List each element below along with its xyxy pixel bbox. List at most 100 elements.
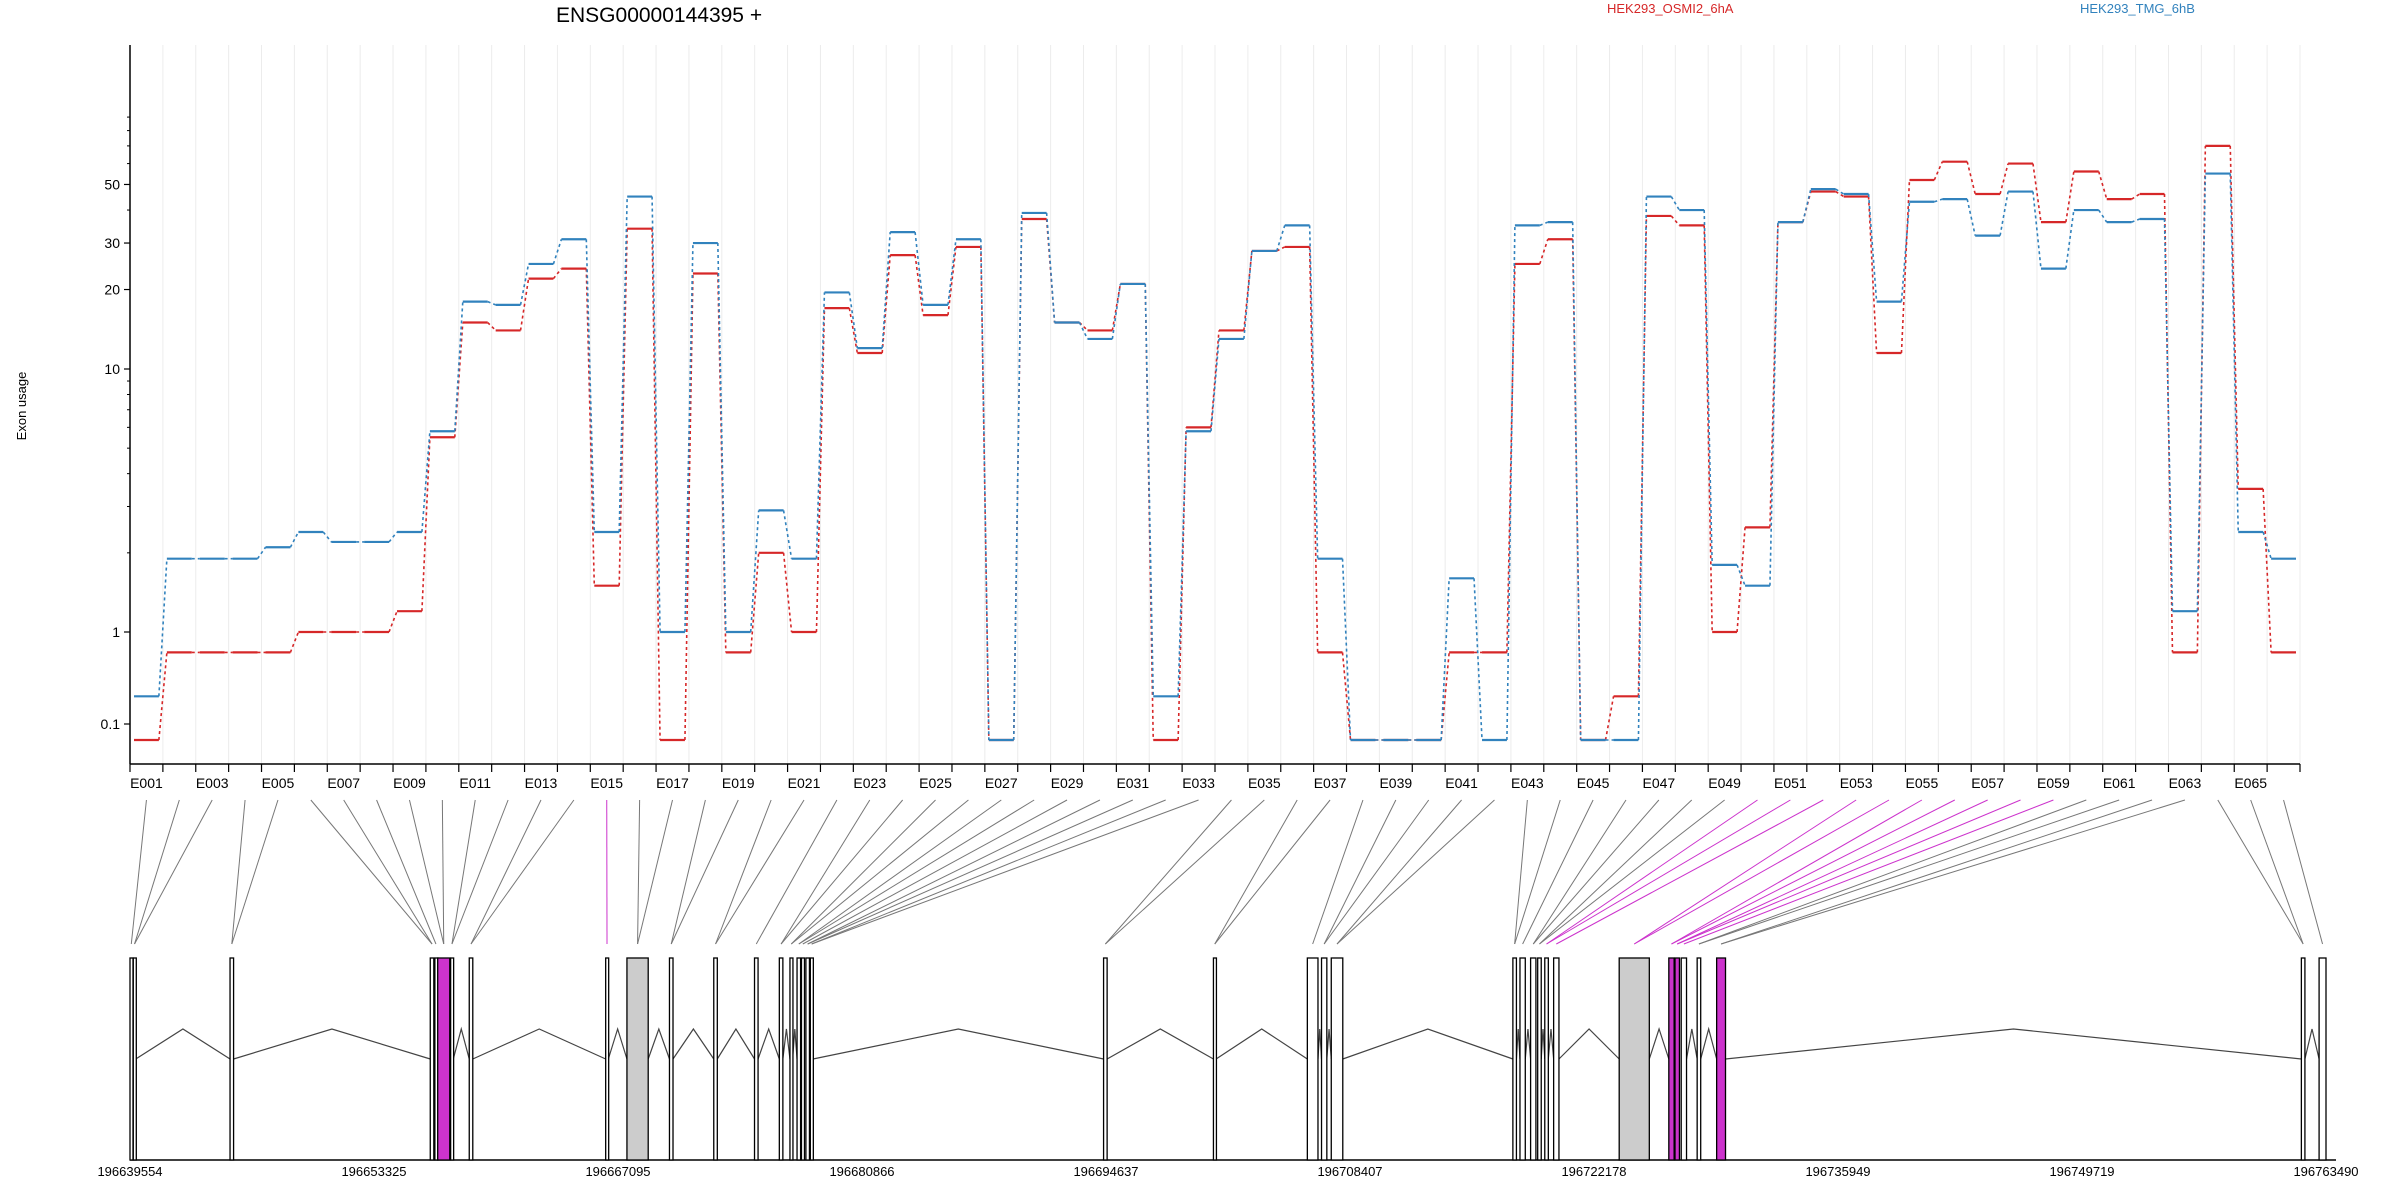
exon-box xyxy=(789,957,794,1161)
series-connector xyxy=(1308,246,1319,653)
series-connector xyxy=(1440,578,1450,741)
y-tick-label: 50 xyxy=(104,176,120,192)
exon-connector xyxy=(1312,799,1364,945)
exon-connector xyxy=(343,799,433,945)
series-connector xyxy=(651,196,661,633)
series-connector xyxy=(848,308,859,354)
x-tick-label: E015 xyxy=(590,775,623,791)
exon-connector xyxy=(1556,799,1824,945)
exon-connector xyxy=(1532,799,1627,945)
x-tick-label: E031 xyxy=(1116,775,1149,791)
exon-connector xyxy=(2217,799,2304,945)
x-tick-label: E065 xyxy=(2234,775,2267,791)
exon-box xyxy=(1618,957,1650,1161)
series-connector xyxy=(421,431,431,533)
exon-box xyxy=(809,957,814,1161)
series-connector xyxy=(947,239,957,305)
series-connector xyxy=(618,196,628,533)
series-connector xyxy=(717,243,727,633)
series-connector xyxy=(585,268,596,586)
exon-box xyxy=(1212,957,1218,1161)
exon-connector xyxy=(408,799,445,945)
y-tick-label: 10 xyxy=(104,361,120,377)
exon-connector xyxy=(1104,799,1232,945)
intron-line xyxy=(2304,1028,2320,1060)
exon-box xyxy=(1544,957,1549,1161)
series-connector xyxy=(1506,263,1516,653)
genomic-coordinate-label: 196639554 xyxy=(97,1164,162,1179)
series-connector xyxy=(1275,225,1286,252)
series-connector xyxy=(749,510,760,633)
exon-connector xyxy=(807,799,1101,945)
x-tick-label: E013 xyxy=(525,775,558,791)
intron-line xyxy=(1106,1028,1214,1060)
x-tick-label: E047 xyxy=(1643,775,1676,791)
series-connector xyxy=(552,268,563,280)
series-connector xyxy=(487,321,497,331)
series-connector xyxy=(1243,250,1253,339)
exon-box xyxy=(1512,957,1518,1161)
exon-connector xyxy=(441,799,445,945)
series-connector xyxy=(1867,196,1878,354)
series-connector xyxy=(914,255,924,316)
intron-line xyxy=(233,1028,431,1060)
series-connector xyxy=(881,232,892,349)
exon-box xyxy=(605,957,610,1161)
exon-connector xyxy=(1720,799,2186,945)
exon-connector xyxy=(470,799,542,945)
exon-connector xyxy=(1546,799,1758,945)
x-tick-label: E029 xyxy=(1051,775,1084,791)
chart-title: ENSG00000144395 + xyxy=(556,4,762,27)
exon-connector xyxy=(1539,799,1725,945)
intron-line xyxy=(672,1027,715,1060)
exon-box xyxy=(1320,957,1328,1161)
y-tick-label: 20 xyxy=(104,282,120,298)
exon-connector xyxy=(310,799,433,945)
series-connector xyxy=(1506,225,1516,741)
exon-connector xyxy=(1671,799,1923,945)
series-connector xyxy=(519,263,530,305)
x-tick-label: E027 xyxy=(985,775,1018,791)
exon-connector xyxy=(670,799,706,945)
x-tick-label: E009 xyxy=(393,775,426,791)
exon-connector xyxy=(451,799,476,945)
series-connector xyxy=(684,243,694,633)
exon-connector xyxy=(1532,799,1660,945)
series-connector xyxy=(1835,190,1845,198)
series-connector xyxy=(2163,218,2174,612)
series-connector xyxy=(552,239,563,265)
intron-line xyxy=(1342,1028,1514,1060)
exon-box xyxy=(1519,957,1526,1161)
exon-connector xyxy=(1514,799,1528,945)
series-connector xyxy=(1703,225,1713,633)
series-connector xyxy=(1177,431,1187,697)
x-tick-label: E061 xyxy=(2103,775,2136,791)
intron-line xyxy=(1326,1028,1332,1060)
exon-connector xyxy=(1214,799,1331,945)
intron-line xyxy=(1547,1028,1555,1060)
exon-connector xyxy=(807,799,1134,945)
series-connector xyxy=(1604,696,1615,741)
exon-box xyxy=(805,957,811,1161)
exon-connector xyxy=(637,799,641,945)
x-tick-label: E043 xyxy=(1511,775,1544,791)
exon-box xyxy=(1102,957,1108,1161)
series-connector xyxy=(1045,212,1056,323)
exon-connector xyxy=(1677,799,1988,945)
x-tick-label: E039 xyxy=(1379,775,1412,791)
series-connector xyxy=(1934,198,1943,203)
exon-box xyxy=(668,957,674,1161)
exon-connector xyxy=(231,799,279,945)
x-tick-label: E063 xyxy=(2169,775,2202,791)
x-tick-label: E021 xyxy=(788,775,821,791)
genomic-coordinate-label: 196653325 xyxy=(341,1164,406,1179)
intron-line xyxy=(647,1027,671,1060)
series-connector xyxy=(2097,171,2108,200)
exon-box xyxy=(1330,957,1344,1161)
series-connector xyxy=(1539,221,1549,227)
series-connector xyxy=(158,652,168,741)
exon-connector xyxy=(1677,799,2021,945)
exon-box xyxy=(437,957,451,1161)
x-tick-label: E059 xyxy=(2037,775,2070,791)
